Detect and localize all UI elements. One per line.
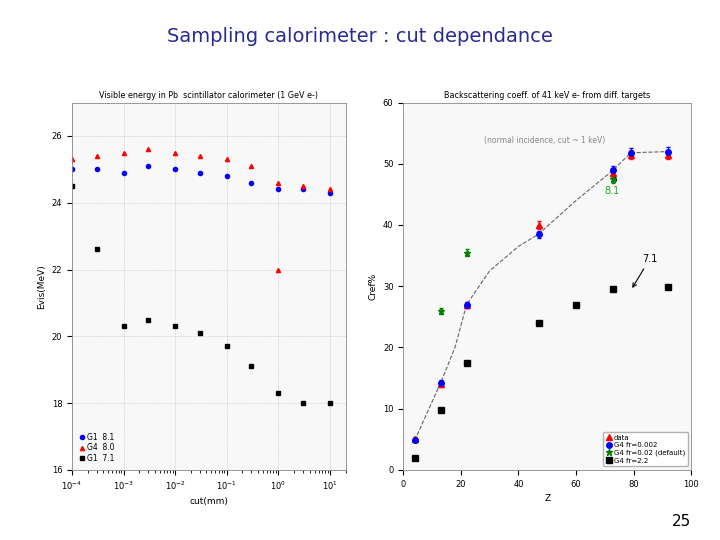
G1  7.1: [299, 400, 307, 406]
G1  7.1: [171, 323, 179, 329]
G1  8.1: [171, 166, 179, 173]
G1  8.1: [299, 186, 307, 193]
G4  8.0: [68, 156, 76, 163]
G1  7.1: [68, 183, 76, 190]
G1  7.1: [120, 323, 128, 329]
G1  7.1: [222, 343, 231, 349]
G1  8.1: [274, 186, 283, 193]
G1  8.1: [92, 166, 101, 173]
Legend: data, G4 fr=0.002, G4 fr=0.02 (default), G4 fr=2.2: data, G4 fr=0.002, G4 fr=0.02 (default),…: [603, 432, 688, 467]
G1  7.1: [247, 363, 256, 369]
Y-axis label: Cref%: Cref%: [369, 273, 377, 300]
Line: G1  8.1: G1 8.1: [70, 164, 332, 195]
Text: Sampling calorimeter : cut dependance: Sampling calorimeter : cut dependance: [167, 27, 553, 46]
G4  8.0: [171, 150, 179, 156]
G1  7.1: [325, 400, 334, 406]
Legend: G1  8.1, G4  8.0, G1  7.1: G1 8.1, G4 8.0, G1 7.1: [76, 430, 118, 466]
X-axis label: Z: Z: [544, 494, 550, 503]
G1  8.1: [120, 170, 128, 176]
Title: Visible energy in Pb  scintillator calorimeter (1 GeV e-): Visible energy in Pb scintillator calori…: [99, 91, 318, 100]
G1  7.1: [196, 330, 204, 336]
G4  8.0: [120, 150, 128, 156]
Text: (normal incidence, cut ~ 1 keV): (normal incidence, cut ~ 1 keV): [484, 136, 605, 145]
G1  8.1: [325, 190, 334, 196]
G1  7.1: [274, 390, 283, 396]
G1  7.1: [92, 246, 101, 253]
G1  8.1: [222, 173, 231, 179]
G1  7.1: [144, 316, 153, 323]
G1  8.1: [247, 179, 256, 186]
G4  8.0: [144, 146, 153, 153]
Y-axis label: Evis(MeV): Evis(MeV): [37, 264, 46, 308]
Text: 8.1: 8.1: [605, 177, 620, 197]
Text: 7.1: 7.1: [633, 254, 657, 287]
G4  8.0: [299, 183, 307, 190]
Line: G1  7.1: G1 7.1: [70, 184, 332, 405]
G4  8.0: [196, 153, 204, 159]
G1  8.1: [196, 170, 204, 176]
Line: G4  8.0: G4 8.0: [70, 147, 332, 192]
G4  8.0: [222, 156, 231, 163]
G4  8.0: [247, 163, 256, 169]
Text: 25: 25: [672, 514, 691, 529]
G4  8.0: [92, 153, 101, 159]
G4  8.0: [274, 179, 283, 186]
X-axis label: cut(mm): cut(mm): [189, 497, 228, 507]
G4  8.0: [325, 186, 334, 193]
G1  8.1: [68, 166, 76, 173]
Title: Backscattering coeff. of 41 keV e- from diff. targets: Backscattering coeff. of 41 keV e- from …: [444, 91, 650, 100]
G1  8.1: [144, 163, 153, 169]
